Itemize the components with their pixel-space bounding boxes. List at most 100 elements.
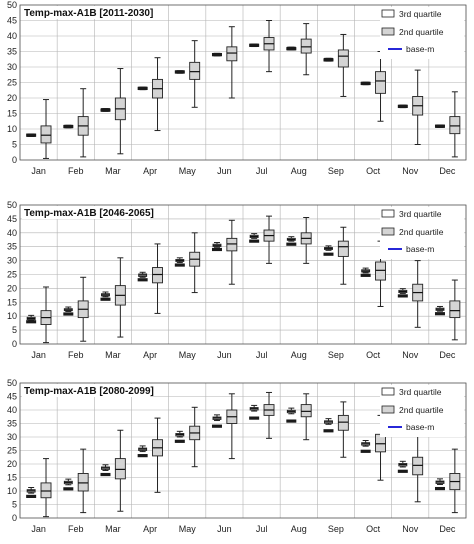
narrow-box-oct bbox=[361, 267, 371, 274]
y-tick-label: 0 bbox=[12, 155, 17, 165]
wide-box-may bbox=[189, 406, 201, 468]
wide-box-dec-box bbox=[449, 300, 461, 319]
y-tick-label: 30 bbox=[7, 62, 17, 72]
narrow-box-sep bbox=[324, 418, 333, 425]
x-tick-label-dec: Dec bbox=[439, 350, 456, 360]
wide-box-jul bbox=[263, 391, 275, 439]
base-m-marker-nov bbox=[397, 104, 408, 108]
x-tick-label-mar: Mar bbox=[105, 350, 121, 360]
legend-label-base-m: base-m bbox=[406, 244, 434, 254]
narrow-box-jul bbox=[249, 404, 259, 412]
narrow-box-aug bbox=[286, 236, 296, 242]
wide-box-feb bbox=[77, 276, 89, 342]
y-tick-label: 10 bbox=[7, 486, 17, 496]
wide-box-dec bbox=[449, 91, 461, 158]
base-m-marker-dec bbox=[434, 486, 445, 491]
wide-box-sep bbox=[337, 226, 349, 285]
x-tick-label-feb: Feb bbox=[68, 166, 84, 176]
wide-box-mar bbox=[114, 68, 126, 155]
x-tick-label-may: May bbox=[179, 166, 197, 176]
x-tick-label-nov: Nov bbox=[402, 166, 419, 176]
base-m-marker-aug bbox=[286, 242, 297, 246]
base-m-marker-oct bbox=[360, 273, 371, 277]
wide-box-jan bbox=[40, 458, 52, 518]
base-m-marker-feb bbox=[63, 124, 74, 129]
wide-box-dec bbox=[449, 448, 461, 514]
y-tick-label: 10 bbox=[7, 311, 17, 321]
legend-label-3rd-quartile: 3rd quartile bbox=[399, 9, 442, 19]
plot-frame bbox=[19, 382, 467, 519]
x-tick-label-jul: Jul bbox=[256, 350, 268, 360]
wide-box-nov bbox=[412, 69, 424, 145]
x-tick-label-feb: Feb bbox=[68, 350, 84, 360]
narrow-box-may bbox=[175, 257, 185, 264]
y-tick-label: 5 bbox=[12, 140, 17, 150]
narrow-box-aug bbox=[286, 407, 296, 415]
chart-title: Temp-max-A1B [2011-2030] bbox=[24, 8, 153, 19]
y-tick-label: 0 bbox=[12, 513, 17, 523]
x-tick-label-aug: Aug bbox=[291, 350, 307, 360]
y-tick-label: 45 bbox=[7, 392, 17, 402]
x-tick-label-dec: Dec bbox=[439, 524, 456, 534]
wide-box-jul bbox=[263, 215, 275, 264]
base-m-marker-jan bbox=[26, 320, 37, 324]
plot-frame bbox=[19, 204, 467, 345]
y-tick-label: 5 bbox=[12, 500, 17, 510]
wide-box-apr bbox=[152, 417, 163, 493]
base-m-marker-may bbox=[174, 263, 185, 267]
y-tick-label: 25 bbox=[7, 78, 17, 88]
y-tick-label: 50 bbox=[7, 200, 17, 210]
wide-box-aug bbox=[300, 23, 312, 76]
wide-box-oct bbox=[375, 51, 386, 122]
wide-box-feb bbox=[77, 448, 89, 514]
wide-box-may bbox=[189, 232, 201, 294]
y-tick-label: 35 bbox=[7, 242, 17, 252]
base-m-marker-jul bbox=[249, 416, 260, 420]
title-background bbox=[22, 206, 150, 219]
wide-box-sep bbox=[337, 401, 349, 458]
x-tick-label-oct: Oct bbox=[366, 350, 381, 360]
wide-box-may-box bbox=[189, 61, 201, 80]
legend-swatch-3rd-quartile bbox=[381, 9, 395, 18]
x-tick-label-jun: Jun bbox=[217, 166, 232, 176]
base-m-marker-jul bbox=[249, 43, 260, 47]
y-tick-label: 30 bbox=[7, 256, 17, 266]
wide-box-nov-box bbox=[412, 456, 424, 476]
wide-box-oct-box bbox=[375, 71, 386, 94]
base-m-marker-sep bbox=[323, 58, 334, 62]
y-tick-label: 5 bbox=[12, 325, 17, 335]
y-tick-label: 15 bbox=[7, 297, 17, 307]
base-m-marker-apr bbox=[137, 86, 148, 90]
base-m-marker-sep bbox=[323, 252, 334, 256]
x-tick-label-feb: Feb bbox=[68, 524, 84, 534]
wide-box-apr bbox=[152, 57, 163, 132]
wide-box-may bbox=[189, 40, 201, 108]
y-tick-label: 20 bbox=[7, 459, 17, 469]
narrow-box-jun bbox=[212, 242, 222, 248]
wide-box-dec-box bbox=[449, 116, 461, 135]
wide-box-jul bbox=[263, 20, 275, 73]
x-tick-label-oct: Oct bbox=[366, 524, 381, 534]
wide-box-jan-box bbox=[40, 125, 52, 144]
narrow-box-nov bbox=[398, 460, 408, 468]
narrow-box-feb bbox=[63, 306, 73, 312]
x-tick-label-oct: Oct bbox=[366, 166, 381, 176]
base-m-marker-jun bbox=[211, 53, 222, 57]
wide-box-jun-box bbox=[226, 46, 238, 62]
base-m-marker-dec bbox=[434, 312, 445, 316]
wide-box-sep-box bbox=[337, 49, 349, 68]
wide-box-mar bbox=[114, 429, 126, 512]
legend-label-2nd-quartile: 2nd quartile bbox=[399, 27, 444, 37]
y-tick-label: 45 bbox=[7, 16, 17, 26]
y-tick-label: 50 bbox=[7, 0, 17, 10]
wide-box-sep bbox=[337, 33, 349, 97]
narrow-box-sep bbox=[324, 245, 333, 251]
base-m-marker-feb bbox=[63, 312, 74, 316]
legend-swatch-2nd-quartile bbox=[381, 27, 395, 36]
wide-box-jun-box bbox=[226, 237, 238, 252]
base-m-marker-apr bbox=[137, 278, 148, 282]
wide-box-feb-box bbox=[77, 472, 89, 492]
x-tick-label-jul: Jul bbox=[256, 166, 268, 176]
narrow-box-oct bbox=[361, 440, 371, 447]
wide-box-nov bbox=[412, 433, 424, 503]
